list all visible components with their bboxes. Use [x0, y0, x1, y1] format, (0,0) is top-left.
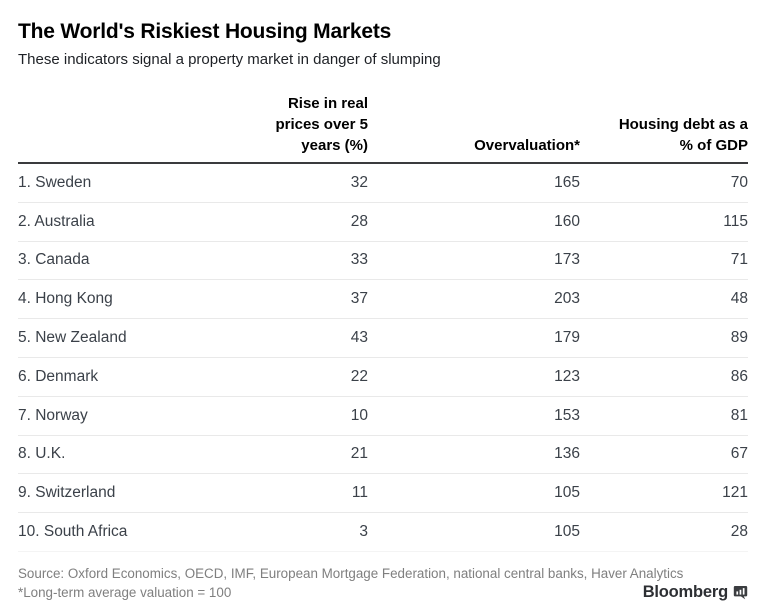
table-header-row: Rise in real prices over 5 years (%) Ove… [18, 93, 748, 164]
rise-value: 28 [350, 212, 368, 230]
column-header-housing-debt: Housing debt as a % of GDP [618, 116, 748, 154]
rise-value: 33 [350, 251, 368, 269]
table-row: 9. Switzerland 11 105 121 [18, 474, 748, 514]
footnote: *Long-term average valuation = 100 [18, 584, 232, 600]
overvaluation-value: 105 [554, 484, 580, 502]
country-label: 2. Australia [18, 212, 95, 230]
debt-value: 86 [730, 367, 748, 385]
table-row: 5. New Zealand 43 179 89 [18, 319, 748, 358]
table-row: 4. Hong Kong 37 203 48 [18, 280, 748, 320]
country-label: 1. Sweden [18, 173, 92, 191]
country-label: 9. Switzerland [18, 484, 116, 502]
overvaluation-value: 203 [554, 290, 580, 308]
footer: Source: Oxford Economics, OECD, IMF, Eur… [18, 565, 748, 602]
overvaluation-value: 179 [554, 329, 580, 347]
debt-value: 89 [730, 329, 748, 347]
bloomberg-chart-bubble-icon [733, 585, 748, 600]
table-body: 1. Sweden 32 165 70 2. Australia 28 160 … [18, 164, 748, 552]
column-header-overvaluation: Overvaluation* [474, 137, 580, 154]
rise-value: 3 [359, 523, 368, 541]
table-row: 3. Canada 33 173 71 [18, 242, 748, 281]
rise-value: 22 [350, 367, 368, 385]
table-row: 1. Sweden 32 165 70 [18, 164, 748, 203]
bloomberg-wordmark: Bloomberg [642, 582, 728, 601]
debt-value: 70 [730, 173, 748, 191]
table-row: 7. Norway 10 153 81 [18, 397, 748, 436]
country-label: 3. Canada [18, 251, 90, 269]
country-label: 7. Norway [18, 406, 88, 424]
debt-value: 121 [722, 484, 748, 502]
overvaluation-value: 153 [554, 406, 580, 424]
rise-value: 10 [350, 406, 368, 424]
table-row: 2. Australia 28 160 115 [18, 203, 748, 242]
column-header-rise: Rise in real prices over 5 years (%) [275, 95, 368, 154]
rise-value: 43 [350, 329, 368, 347]
overvaluation-value: 160 [554, 212, 580, 230]
debt-value: 67 [730, 445, 748, 463]
debt-value: 48 [730, 290, 748, 308]
rise-value: 11 [351, 484, 368, 502]
page-subtitle: These indicators signal a property marke… [18, 51, 441, 68]
debt-value: 115 [723, 212, 748, 230]
rise-value: 32 [350, 173, 368, 191]
bloomberg-logo: Bloomberg [643, 583, 748, 602]
overvaluation-value: 165 [554, 173, 580, 191]
overvaluation-value: 123 [554, 367, 580, 385]
table-row: 6. Denmark 22 123 86 [18, 358, 748, 397]
debt-value: 28 [730, 523, 748, 541]
debt-value: 81 [730, 406, 748, 424]
page-title: The World's Riskiest Housing Markets [18, 20, 392, 43]
table-row: 8. U.K. 21 136 67 [18, 436, 748, 475]
country-label: 6. Denmark [18, 367, 99, 385]
country-label: 10. South Africa [18, 523, 128, 541]
country-label: 8. U.K. [18, 445, 66, 463]
country-label: 4. Hong Kong [18, 290, 113, 308]
overvaluation-value: 136 [554, 445, 580, 463]
overvaluation-value: 173 [554, 251, 580, 269]
rise-value: 21 [350, 445, 368, 463]
country-label: 5. New Zealand [18, 329, 127, 347]
overvaluation-value: 105 [554, 523, 580, 541]
source-line: Source: Oxford Economics, OECD, IMF, Eur… [18, 565, 684, 581]
table-row: 10. South Africa 3 105 28 [18, 513, 748, 552]
debt-value: 71 [730, 251, 748, 269]
rise-value: 37 [350, 290, 368, 308]
